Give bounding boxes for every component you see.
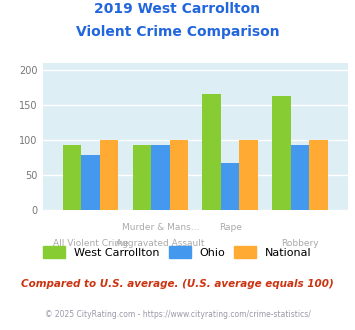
- Text: 2019 West Carrollton: 2019 West Carrollton: [94, 2, 261, 16]
- Bar: [291, 145, 309, 210]
- Text: All Violent Crime: All Violent Crime: [53, 239, 128, 248]
- Bar: [309, 140, 328, 210]
- Bar: [81, 155, 100, 210]
- Text: Aggravated Assault: Aggravated Assault: [116, 239, 204, 248]
- Bar: [63, 145, 81, 210]
- Bar: [272, 96, 291, 210]
- Text: © 2025 CityRating.com - https://www.cityrating.com/crime-statistics/: © 2025 CityRating.com - https://www.city…: [45, 310, 310, 319]
- Bar: [100, 140, 118, 210]
- Text: Violent Crime Comparison: Violent Crime Comparison: [76, 25, 279, 39]
- Bar: [221, 163, 239, 210]
- Text: Compared to U.S. average. (U.S. average equals 100): Compared to U.S. average. (U.S. average …: [21, 279, 334, 289]
- Bar: [239, 140, 258, 210]
- Text: Rape: Rape: [219, 223, 242, 232]
- Text: Murder & Mans...: Murder & Mans...: [122, 223, 199, 232]
- Bar: [132, 145, 151, 210]
- Legend: West Carrollton, Ohio, National: West Carrollton, Ohio, National: [39, 242, 316, 262]
- Text: Robbery: Robbery: [281, 239, 319, 248]
- Bar: [151, 145, 170, 210]
- Bar: [202, 94, 221, 210]
- Bar: [170, 140, 188, 210]
